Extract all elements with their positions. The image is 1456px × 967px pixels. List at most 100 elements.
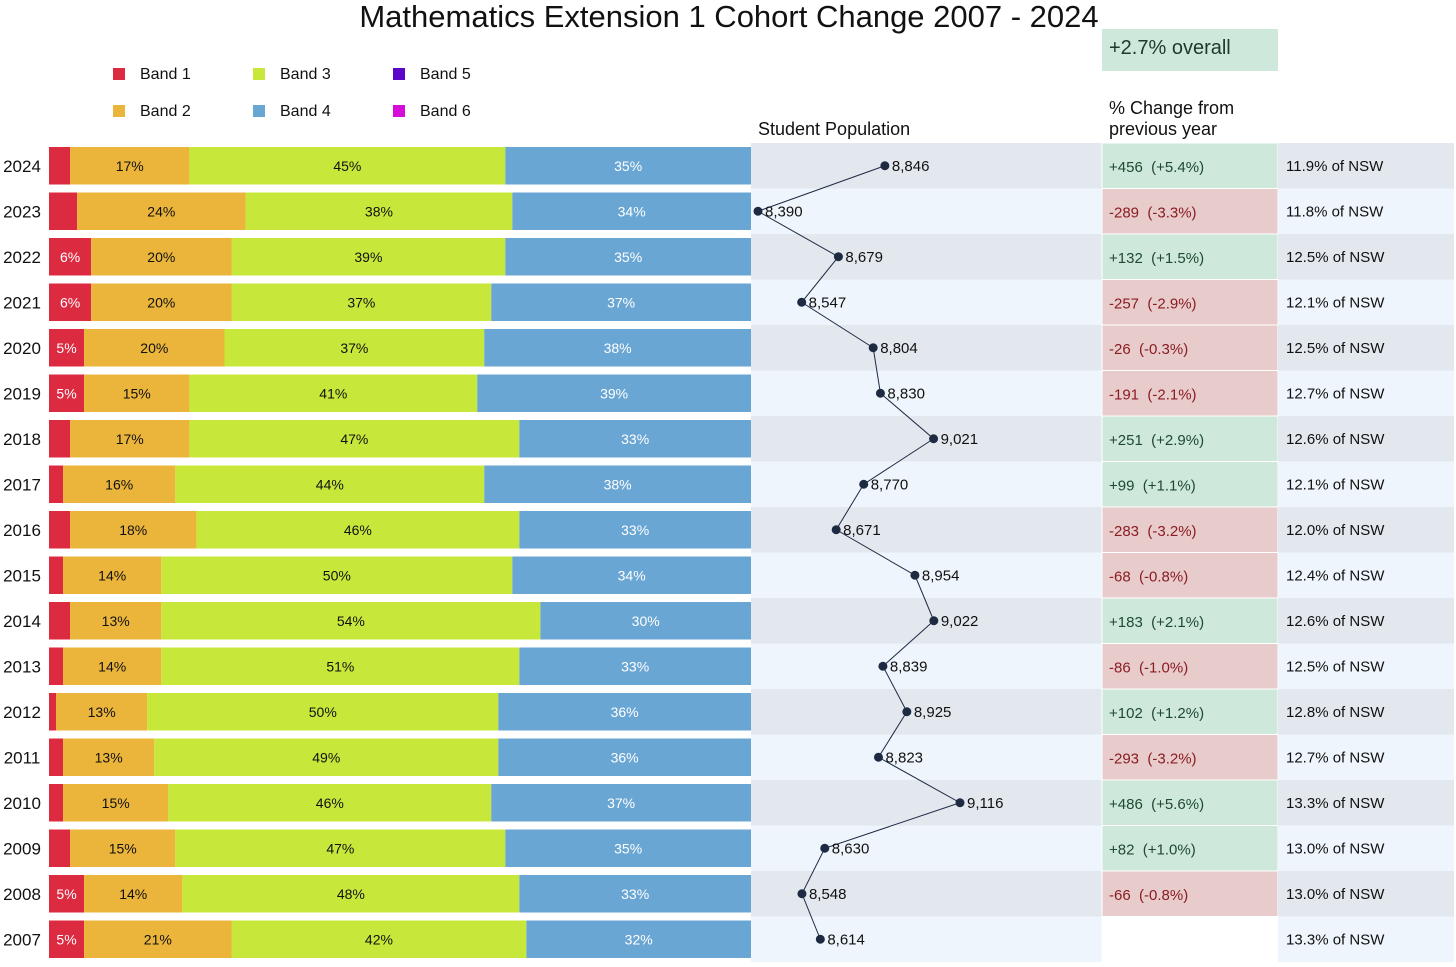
change-label: -66 (-0.8%)	[1109, 887, 1188, 904]
bar-label-band-3: 37%	[347, 294, 375, 310]
nsw-cell	[1278, 643, 1454, 689]
bar-label-band-3: 49%	[312, 749, 340, 765]
bar-label-band-2: 14%	[119, 886, 147, 902]
bar-label-band-3: 41%	[319, 385, 347, 401]
bar-label-band-3: 46%	[344, 522, 372, 538]
bar-band-1	[49, 556, 64, 594]
legend-swatch-band-2	[113, 105, 125, 117]
bar-band-2	[84, 329, 225, 367]
bar-band-3	[189, 420, 520, 458]
population-label: 8,839	[890, 658, 928, 675]
nsw-share-label: 12.5% of NSW	[1286, 340, 1385, 357]
change-label: -26 (-0.3%)	[1109, 341, 1188, 358]
legend-label-band-3: Band 3	[280, 66, 331, 83]
population-label: 8,846	[892, 158, 930, 175]
year-label: 2016	[3, 521, 41, 540]
population-point	[831, 525, 841, 535]
population-cell	[751, 143, 1102, 189]
bar-label-band-4: 33%	[621, 522, 649, 538]
change-cell	[1101, 415, 1279, 462]
bar-band-2	[84, 875, 183, 913]
population-line: 8,846 8,390 8,679 8,547 8,804 8,830 9,021 8,770…	[753, 158, 1003, 948]
bar-label-band-3: 48%	[337, 886, 365, 902]
population-point	[902, 707, 912, 717]
nsw-share-label: 13.0% of NSW	[1286, 840, 1385, 857]
bar-band-4	[519, 875, 751, 913]
population-label: 8,390	[765, 203, 803, 220]
nsw-cell	[1278, 871, 1454, 917]
change-cell	[1101, 461, 1279, 508]
chart-rows: 2024 17% 45% 35% +456 (+5.4%) 11.9% of NSW202…	[3, 142, 1454, 963]
population-cell	[751, 552, 1102, 598]
population-point	[929, 616, 939, 626]
nsw-cell	[1278, 325, 1454, 371]
bar-band-3	[168, 784, 492, 822]
nsw-cell	[1278, 507, 1454, 553]
bar-band-3	[196, 511, 520, 549]
bar-label-band-3: 47%	[340, 431, 368, 447]
bar-label-band-2: 14%	[98, 658, 126, 674]
change-cell	[1101, 370, 1279, 417]
population-point	[859, 479, 869, 489]
bar-band-3	[161, 556, 513, 594]
bar-band-3	[224, 329, 485, 367]
population-trend-line	[756, 165, 962, 940]
bar-label-band-4: 33%	[621, 658, 649, 674]
nsw-share-label: 12.5% of NSW	[1286, 249, 1385, 266]
year-label: 2024	[3, 157, 41, 176]
year-label: 2007	[3, 930, 41, 949]
population-label: 8,823	[885, 749, 923, 766]
bar-band-4	[484, 329, 751, 367]
population-label: 9,116	[967, 795, 1003, 812]
year-label: 2020	[3, 339, 41, 358]
row-2024: 2024 17% 45% 35% +456 (+5.4%) 11.9% of NSW	[3, 142, 1454, 189]
bar-band-1	[49, 784, 64, 822]
population-label: 8,630	[832, 840, 870, 857]
change-label: -289 (-3.3%)	[1109, 204, 1197, 221]
nsw-cell	[1278, 370, 1454, 416]
bar-label-band-2: 17%	[116, 158, 144, 174]
year-label: 2011	[4, 748, 41, 767]
nsw-share-label: 12.6% of NSW	[1286, 431, 1385, 448]
bar-band-4	[519, 420, 751, 458]
nsw-share-label: 12.0% of NSW	[1286, 522, 1385, 539]
year-label: 2023	[3, 202, 41, 221]
population-point	[873, 752, 883, 762]
bar-band-1	[49, 602, 71, 640]
change-cell	[1101, 324, 1279, 371]
row-2007: 2007 5% 21% 42% 32% 13.3% of NSW	[3, 916, 1454, 963]
population-label: 8,548	[809, 886, 847, 903]
row-2012: 2012 13% 50% 36% +102 (+1.2%) 12.8% of NSW	[3, 688, 1454, 735]
bar-band-2	[70, 511, 197, 549]
bar-band-1	[49, 192, 78, 230]
change-label: +183 (+2.1%)	[1109, 614, 1204, 631]
change-label: -191 (-2.1%)	[1109, 386, 1197, 403]
legend-label-band-1: Band 1	[140, 66, 191, 83]
bar-band-2	[70, 829, 176, 867]
bar-label-band-4: 37%	[607, 795, 635, 811]
population-label: 8,954	[922, 567, 960, 584]
bar-label-band-4: 34%	[618, 567, 646, 583]
population-cell	[751, 370, 1102, 416]
population-label: 8,671	[843, 522, 881, 539]
change-cell	[1101, 279, 1279, 326]
bar-band-1	[49, 147, 71, 185]
bar-label-band-4: 38%	[604, 476, 632, 492]
row-2021: 2021 6% 20% 37% 37% -257 (-2.9%) 12.1% of NSW	[3, 279, 1454, 326]
nsw-cell	[1278, 188, 1454, 234]
bar-label-band-4: 33%	[621, 431, 649, 447]
bar-band-4	[484, 465, 751, 503]
row-2008: 2008 5% 14% 48% 33% -66 (-0.8%) 13.0% of NSW	[3, 870, 1454, 917]
row-2020: 2020 5% 20% 37% 38% -26 (-0.3%) 12.5% of NSW	[3, 324, 1454, 371]
bar-band-1	[49, 329, 85, 367]
population-point	[815, 934, 825, 944]
nsw-cell	[1278, 416, 1454, 462]
population-point	[833, 252, 843, 262]
row-2017: 2017 16% 44% 38% +99 (+1.1%) 12.1% of NSW	[3, 461, 1454, 508]
bar-label-band-2: 15%	[102, 795, 130, 811]
bar-label-band-4: 30%	[632, 613, 660, 629]
chart-title: Mathematics Extension 1 Cohort Change 20…	[359, 0, 1098, 34]
bar-band-1	[49, 920, 85, 958]
change-label: +132 (+1.5%)	[1109, 250, 1204, 267]
population-point	[875, 388, 885, 398]
